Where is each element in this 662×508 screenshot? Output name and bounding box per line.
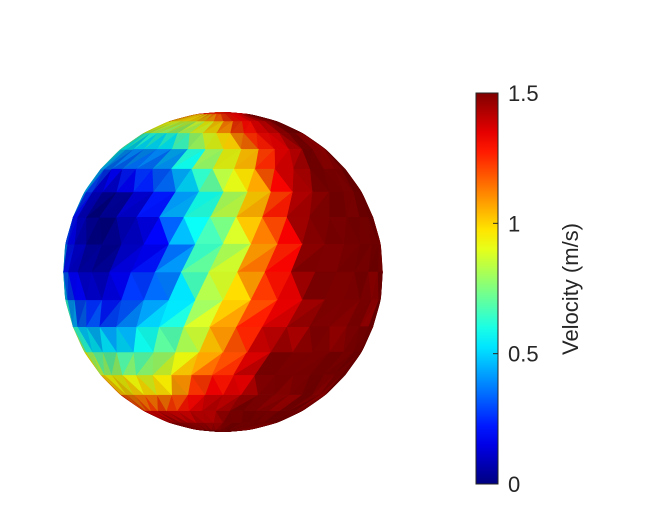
sphere-surface xyxy=(63,112,383,432)
colorbar xyxy=(475,92,499,485)
colorbar-ticks: 0 0.5 1 1.5 xyxy=(493,81,539,497)
mesh-face xyxy=(208,271,238,301)
colorbar-tick-label: 1 xyxy=(508,211,520,236)
colorbar-label: Velocity (m/s) xyxy=(558,223,583,355)
colorbar-tick-label: 1.5 xyxy=(508,81,539,106)
colorbar-tick-label: 0.5 xyxy=(508,342,539,367)
colorbar-tick-label: 0 xyxy=(508,472,520,497)
